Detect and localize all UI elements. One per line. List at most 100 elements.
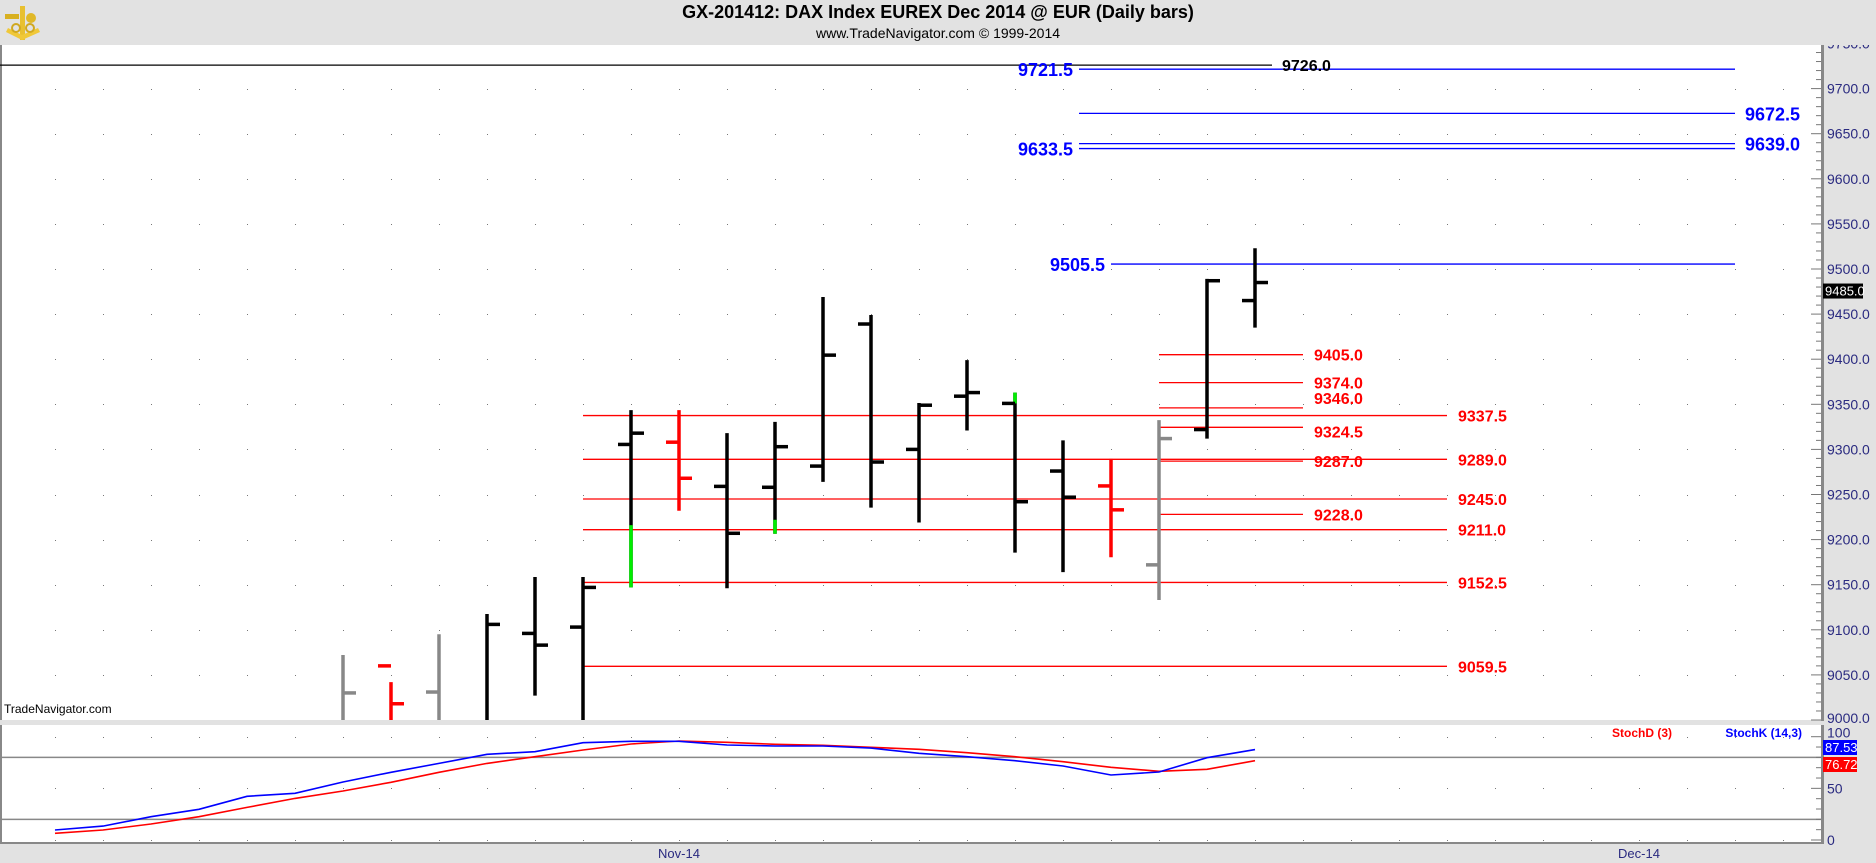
- grid-dot: [919, 840, 920, 841]
- grid-dot: [535, 224, 536, 225]
- grid-dot: [775, 404, 776, 405]
- grid-dot: [1495, 630, 1496, 631]
- grid-dot: [103, 269, 104, 270]
- grid-dot: [1111, 449, 1112, 450]
- grid-dot: [823, 179, 824, 180]
- watermark: TradeNavigator.com: [4, 702, 112, 716]
- price-bar: [570, 577, 596, 720]
- grid-dot: [1159, 179, 1160, 180]
- grid-dot: [775, 359, 776, 360]
- grid-dot: [295, 179, 296, 180]
- grid-dot: [967, 359, 968, 360]
- grid-dot: [55, 269, 56, 270]
- grid-dot: [679, 675, 680, 676]
- grid-dot: [1447, 630, 1448, 631]
- grid-dot: [103, 737, 104, 738]
- grid-dot: [151, 495, 152, 496]
- price-bar: [618, 410, 644, 588]
- grid-dot: [967, 840, 968, 841]
- grid-dot: [343, 179, 344, 180]
- price-bar: [341, 655, 356, 720]
- grid-dot: [103, 840, 104, 841]
- grid-dot: [583, 359, 584, 360]
- grid-dot: [631, 314, 632, 315]
- price-bar: [810, 296, 836, 482]
- left-border: [0, 45, 2, 842]
- grid-dot: [295, 89, 296, 90]
- grid-dot: [391, 585, 392, 586]
- grid-dot: [391, 737, 392, 738]
- grid-dot: [775, 269, 776, 270]
- grid-dot: [1303, 788, 1304, 789]
- grid-dot: [1207, 495, 1208, 496]
- grid-dot: [1399, 179, 1400, 180]
- grid-dot: [55, 788, 56, 789]
- grid-dot: [1255, 630, 1256, 631]
- grid-dot: [247, 224, 248, 225]
- grid-dot: [1591, 134, 1592, 135]
- grid-dot: [631, 179, 632, 180]
- grid-dot: [1591, 630, 1592, 631]
- grid-dot: [1543, 540, 1544, 541]
- stochd-value-box: [1823, 757, 1857, 772]
- grid-dot: [1399, 134, 1400, 135]
- grid-dot: [583, 179, 584, 180]
- grid-dot: [679, 737, 680, 738]
- grid-dot: [1591, 269, 1592, 270]
- grid-dot: [775, 314, 776, 315]
- grid-dot: [151, 404, 152, 405]
- y-tick-label: 9500.0: [1827, 261, 1870, 277]
- grid-dot: [1351, 179, 1352, 180]
- grid-dot: [439, 179, 440, 180]
- grid-dot: [679, 540, 680, 541]
- grid-dot: [1639, 224, 1640, 225]
- grid-dot: [1543, 449, 1544, 450]
- grid-dot: [1639, 495, 1640, 496]
- grid-dot: [967, 449, 968, 450]
- grid-dot: [1735, 788, 1736, 789]
- y-tick-label: 9700.0: [1827, 81, 1870, 97]
- grid-dot: [1687, 495, 1688, 496]
- level-label: 9324.5: [1314, 424, 1363, 441]
- grid-dot: [823, 788, 824, 789]
- grid-dot: [247, 179, 248, 180]
- grid-dot: [1303, 630, 1304, 631]
- grid-dot: [823, 840, 824, 841]
- grid-dot: [1591, 224, 1592, 225]
- grid-dot: [535, 449, 536, 450]
- grid-dot: [1015, 675, 1016, 676]
- stoch-grid: [55, 737, 1784, 841]
- grid-dot: [55, 585, 56, 586]
- grid-dot: [1111, 314, 1112, 315]
- grid-dot: [1591, 675, 1592, 676]
- grid-dot: [391, 675, 392, 676]
- sextant-logo: [5, 6, 40, 40]
- grid-dot: [1303, 540, 1304, 541]
- grid-dot: [1639, 404, 1640, 405]
- bottom-border: [0, 842, 1823, 844]
- grid-dot: [871, 788, 872, 789]
- grid-dot: [1495, 359, 1496, 360]
- grid-dot: [1351, 675, 1352, 676]
- grid-dot: [199, 788, 200, 789]
- grid-dot: [1351, 585, 1352, 586]
- y-tick-label: 9150.0: [1827, 577, 1870, 593]
- grid-dot: [1255, 495, 1256, 496]
- grid-dot: [1687, 540, 1688, 541]
- level-label: 9346.0: [1314, 391, 1363, 408]
- grid-dot: [295, 449, 296, 450]
- price-plot: [0, 64, 1735, 720]
- grid-dot: [295, 788, 296, 789]
- grid-dot: [775, 675, 776, 676]
- price-bar: [485, 614, 500, 720]
- grid-dot: [391, 404, 392, 405]
- grid-dot: [1735, 134, 1736, 135]
- grid-dot: [439, 89, 440, 90]
- grid-dot: [1303, 449, 1304, 450]
- grid-dot: [295, 224, 296, 225]
- level-label: 9639.0: [1745, 135, 1800, 155]
- grid-dot: [1015, 179, 1016, 180]
- grid-dot: [55, 314, 56, 315]
- grid-dot: [247, 675, 248, 676]
- grid-dot: [439, 737, 440, 738]
